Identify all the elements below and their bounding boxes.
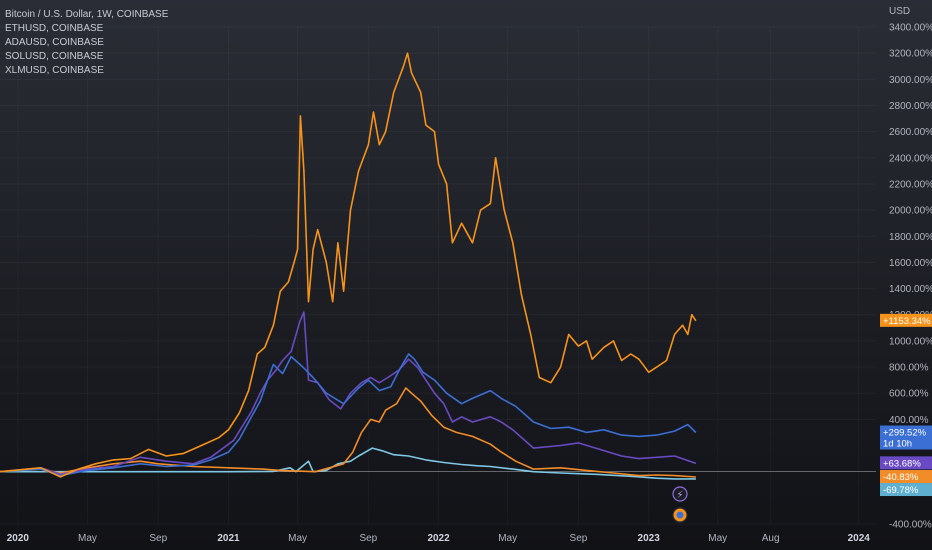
- y-tick-label: 2400.00%: [889, 153, 932, 164]
- price-labels: +1153.34% +299.52%1d 10h +63.68% -40.83% -69…: [880, 313, 932, 497]
- y-tick-label: -400.00%: [889, 520, 932, 531]
- currency-label: USD: [889, 6, 910, 17]
- price-label-ada: -40.83%: [883, 472, 919, 483]
- x-tick-label: Sep: [359, 533, 377, 544]
- x-tick-label: May: [708, 533, 727, 544]
- chart-legend: Bitcoin / U.S. Dollar, 1W, COINBASE ETHU…: [5, 8, 168, 78]
- price-label-bg-eth: [880, 456, 932, 470]
- y-tick-label: 3400.00%: [889, 23, 932, 34]
- y-tick-label: 400.00%: [889, 415, 929, 426]
- legend-sol-symbol[interactable]: SOLUSD, COINBASE: [5, 51, 104, 62]
- price-label-xlm: -69.78%: [883, 485, 919, 496]
- legend-xlm-symbol[interactable]: XLMUSD, COINBASE: [5, 65, 104, 76]
- series-line-xlm[interactable]: [0, 447, 696, 480]
- price-label-sol: +299.52%: [883, 428, 927, 439]
- lightning-icon-glyph: ⚡: [676, 490, 683, 501]
- price-label-btc: +1153.34%: [883, 316, 931, 327]
- series-line-eth[interactable]: [0, 311, 697, 476]
- x-axis[interactable]: 2020 May Sep 2021 May Sep 2022 May Sep 2023 May Aug…: [7, 533, 871, 544]
- x-tick-label: 2020: [7, 533, 30, 544]
- price-label-bg-sol: [880, 425, 932, 450]
- y-tick-label: 2200.00%: [889, 179, 932, 190]
- x-tick-label: Sep: [570, 533, 588, 544]
- y-tick-label: 1600.00%: [889, 258, 932, 269]
- legend-eth-symbol[interactable]: ETHUSD, COINBASE: [5, 23, 104, 34]
- y-tick-label: 2800.00%: [889, 101, 932, 112]
- price-label-bg-ada: [880, 470, 932, 484]
- series-line-ada[interactable]: [0, 387, 696, 478]
- y-tick-label: 600.00%: [889, 389, 929, 400]
- lightning-event-icon[interactable]: [672, 486, 688, 502]
- price-label-countdown: 1d 10h: [883, 439, 912, 450]
- x-tick-label: May: [498, 533, 517, 544]
- series-lines: [0, 52, 697, 480]
- price-label-eth: +63.68%: [883, 458, 921, 469]
- y-tick-label: 1400.00%: [889, 284, 932, 295]
- y-tick-label: 1800.00%: [889, 232, 932, 243]
- y-axis[interactable]: -400.00%400.00%600.00%800.00%1000.00%120…: [889, 23, 932, 531]
- y-tick-label: 800.00%: [889, 363, 929, 374]
- y-tick-label: 3000.00%: [889, 75, 932, 86]
- price-label-bg-btc: [880, 313, 932, 327]
- x-tick-label: May: [78, 533, 97, 544]
- x-tick-label: 2021: [217, 533, 240, 544]
- series-line-btc[interactable]: [0, 52, 697, 478]
- series-line-sol[interactable]: [0, 353, 697, 477]
- x-tick-label: 2024: [848, 533, 871, 544]
- y-tick-label: 3200.00%: [889, 49, 932, 60]
- y-tick-label: 2600.00%: [889, 127, 932, 138]
- x-tick-label: May: [288, 533, 307, 544]
- x-tick-label: 2022: [427, 533, 450, 544]
- y-tick-label: 2000.00%: [889, 206, 932, 217]
- x-tick-label: 2023: [638, 533, 661, 544]
- y-tick-label: 1000.00%: [889, 336, 932, 347]
- event-markers[interactable]: ⚡: [672, 486, 688, 523]
- chart-grid: [0, 26, 876, 525]
- legend-main-symbol[interactable]: Bitcoin / U.S. Dollar, 1W, COINBASE: [5, 9, 169, 20]
- x-tick-label: Aug: [762, 533, 780, 544]
- x-tick-label: Sep: [149, 533, 167, 544]
- legend-ada-symbol[interactable]: ADAUSD, COINBASE: [5, 37, 104, 48]
- earnings-icon-inner: [676, 511, 684, 519]
- price-label-bg-xlm: [880, 483, 932, 497]
